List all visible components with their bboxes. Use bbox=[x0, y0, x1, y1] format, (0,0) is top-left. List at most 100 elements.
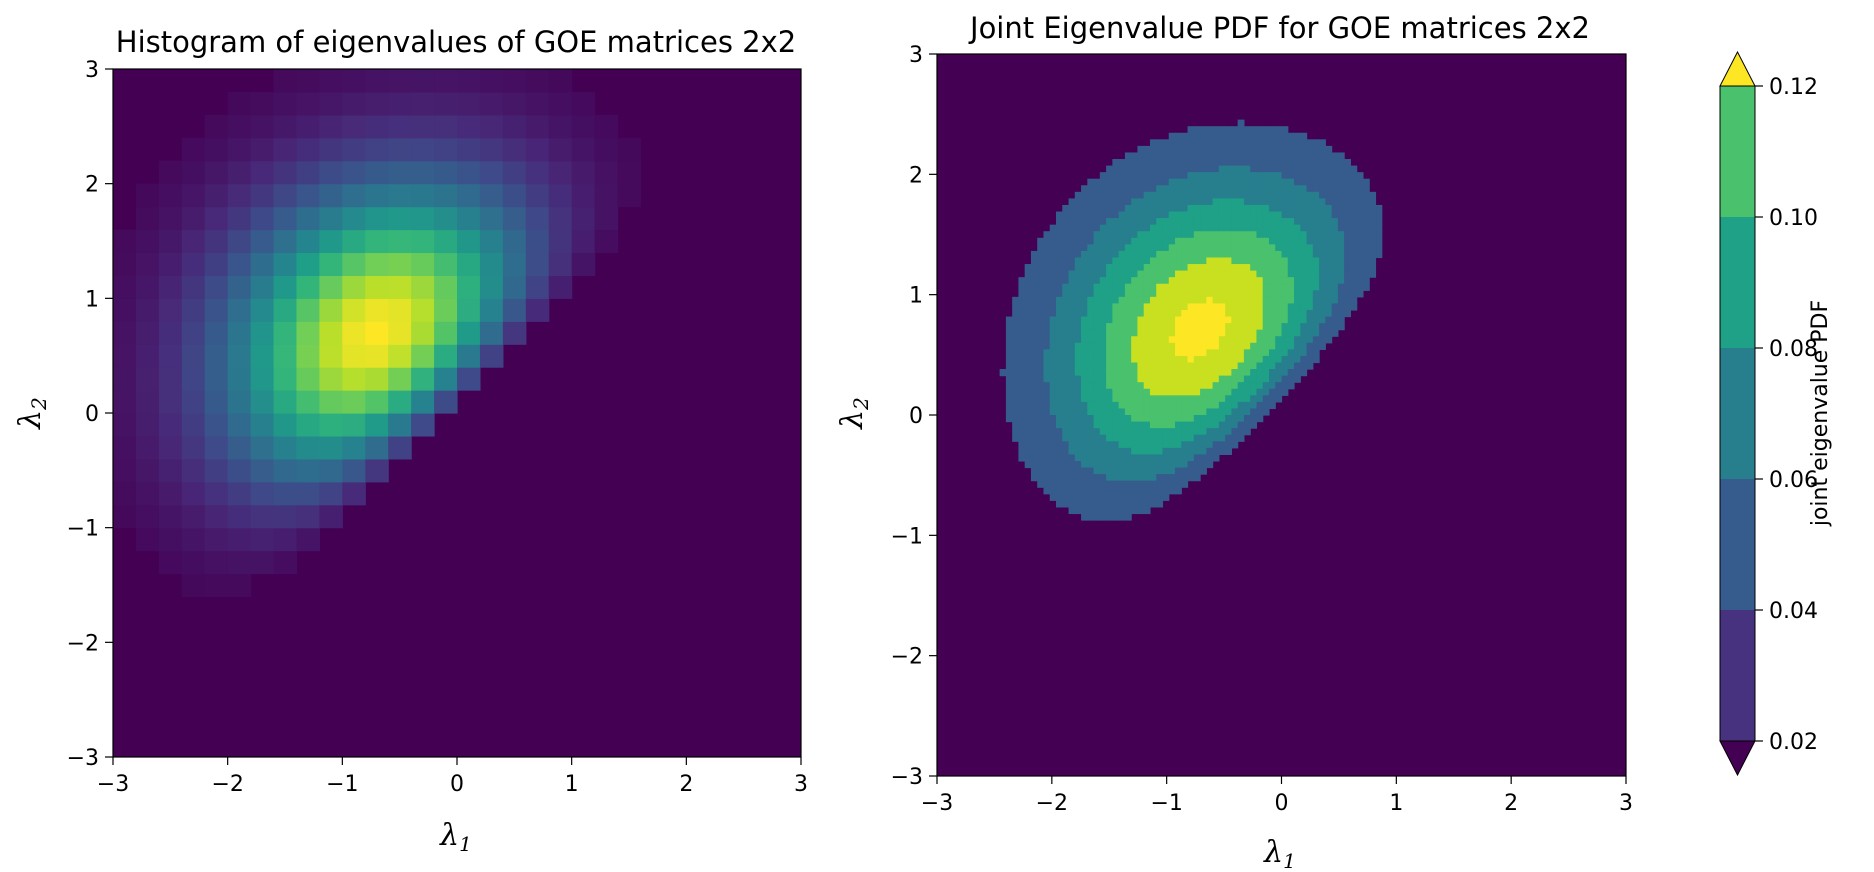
contour-cell bbox=[1212, 434, 1220, 442]
contour-cell bbox=[1212, 303, 1220, 311]
histogram-bin bbox=[342, 367, 366, 391]
contour-cell bbox=[1369, 191, 1377, 199]
contour-cell bbox=[1156, 382, 1164, 390]
contour-cell bbox=[1137, 388, 1145, 396]
contour-cell bbox=[1312, 204, 1320, 213]
contour-cell bbox=[1162, 395, 1170, 403]
histogram-bin bbox=[525, 229, 550, 254]
contour-cell bbox=[1237, 185, 1245, 193]
contour-cell bbox=[1037, 454, 1045, 462]
contour-cell bbox=[1118, 178, 1126, 186]
contour-cell bbox=[1099, 237, 1107, 245]
contour-cell bbox=[1018, 309, 1026, 318]
contour-cell bbox=[1049, 323, 1057, 331]
contour-cell bbox=[1319, 237, 1326, 245]
contour-cell bbox=[1124, 401, 1132, 410]
contour-cell bbox=[1218, 395, 1226, 403]
contour-cell bbox=[1231, 303, 1239, 311]
histogram-bin bbox=[250, 321, 275, 345]
contour-cell bbox=[1162, 408, 1170, 416]
contour-cell bbox=[1243, 303, 1251, 311]
contour-cell bbox=[1124, 415, 1132, 423]
contour-cell bbox=[1131, 467, 1139, 475]
contour-cell bbox=[1168, 441, 1176, 449]
histogram-bin bbox=[181, 481, 206, 506]
histogram-bin bbox=[181, 367, 206, 391]
contour-cell bbox=[1099, 270, 1107, 278]
contour-cell bbox=[1294, 198, 1301, 206]
contour-cell bbox=[1106, 165, 1113, 173]
contour-y-tick-label: −1 bbox=[891, 524, 923, 549]
contour-cell bbox=[1156, 139, 1164, 147]
contour-cell bbox=[1369, 224, 1377, 232]
contour-cell bbox=[1093, 329, 1101, 337]
contour-cell bbox=[1093, 198, 1101, 206]
contour-cell bbox=[1081, 218, 1088, 226]
histogram-bin bbox=[181, 435, 206, 460]
contour-cell bbox=[1005, 401, 1013, 410]
contour-cell bbox=[1281, 198, 1289, 206]
contour-cell bbox=[1262, 401, 1270, 410]
contour-cell bbox=[1099, 506, 1107, 515]
contour-cell bbox=[1237, 408, 1245, 416]
contour-cell bbox=[1281, 323, 1289, 331]
histogram-bin bbox=[296, 458, 320, 483]
contour-cell bbox=[1143, 506, 1151, 515]
contour-cell bbox=[1369, 204, 1377, 213]
contour-cell bbox=[1256, 270, 1264, 278]
contour-cell bbox=[1212, 329, 1220, 337]
contour-cell bbox=[1218, 323, 1226, 331]
contour-cell bbox=[1231, 185, 1239, 193]
contour-cell bbox=[1168, 250, 1176, 259]
histogram-bin bbox=[250, 160, 275, 185]
histogram-bin bbox=[525, 298, 550, 322]
contour-cell bbox=[1268, 211, 1276, 219]
contour-cell bbox=[1024, 388, 1032, 396]
contour-cell bbox=[1312, 185, 1320, 193]
contour-cell bbox=[1168, 198, 1176, 206]
contour-cell bbox=[1037, 264, 1045, 272]
contour-cell bbox=[1250, 355, 1258, 364]
contour-x-label: λ1 bbox=[1263, 835, 1296, 872]
contour-cell bbox=[1275, 303, 1283, 311]
contour-cell bbox=[1162, 283, 1170, 291]
histogram-bin bbox=[250, 344, 275, 368]
histogram-bin bbox=[365, 413, 389, 437]
contour-cell bbox=[1131, 277, 1139, 285]
contour-cell bbox=[1024, 303, 1032, 311]
contour-cell bbox=[1143, 218, 1151, 226]
contour-cell bbox=[1168, 408, 1176, 416]
contour-cell bbox=[1281, 349, 1289, 357]
contour-cell bbox=[1206, 408, 1214, 416]
contour-cell bbox=[1081, 296, 1088, 305]
histogram-bin bbox=[411, 183, 435, 208]
contour-cell bbox=[1030, 382, 1038, 390]
contour-cell bbox=[1124, 362, 1132, 370]
contour-cell bbox=[1306, 349, 1314, 357]
contour-cell bbox=[1331, 283, 1339, 291]
contour-cell bbox=[1024, 270, 1032, 278]
histogram-bin bbox=[158, 275, 183, 299]
contour-cell bbox=[1162, 277, 1170, 285]
contour-cell bbox=[1175, 421, 1182, 429]
contour-cell bbox=[1262, 132, 1270, 140]
contour-cell bbox=[1231, 277, 1239, 285]
contour-cell bbox=[1212, 362, 1220, 370]
histogram-bin bbox=[250, 367, 275, 391]
contour-cell bbox=[1325, 172, 1333, 180]
contour-cell bbox=[1081, 224, 1088, 232]
contour-cell bbox=[1225, 362, 1232, 370]
contour-cell bbox=[1149, 290, 1157, 298]
contour-cell bbox=[1099, 480, 1107, 488]
contour-cell bbox=[1231, 139, 1239, 147]
contour-cell bbox=[1106, 447, 1113, 455]
contour-cell bbox=[1106, 467, 1113, 475]
contour-cell bbox=[1256, 231, 1264, 239]
contour-cell bbox=[1206, 224, 1214, 232]
contour-cell bbox=[1062, 500, 1070, 508]
contour-cell bbox=[1056, 231, 1063, 239]
contour-cell bbox=[1231, 349, 1239, 357]
contour-cell bbox=[1193, 126, 1201, 134]
contour-cell bbox=[1193, 316, 1201, 324]
contour-cell bbox=[1043, 257, 1051, 265]
